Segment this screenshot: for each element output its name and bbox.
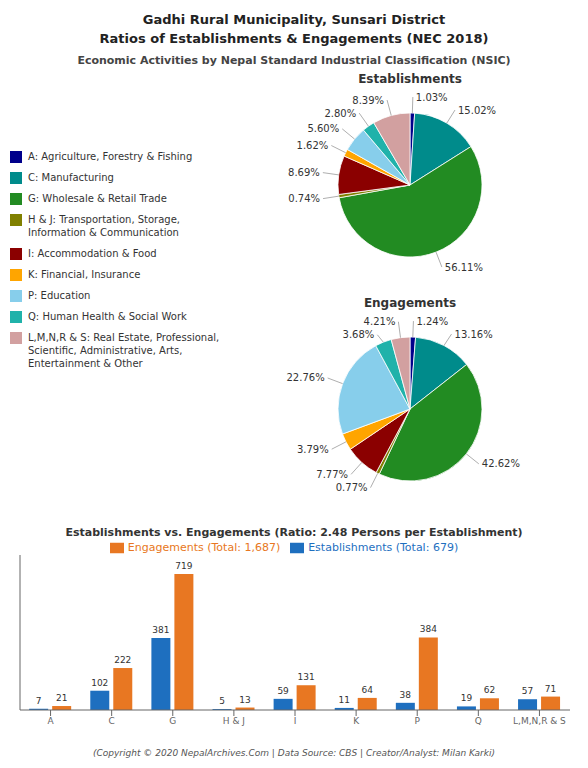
svg-text:59: 59 [277, 686, 289, 696]
svg-text:K: K [353, 716, 360, 726]
html-text:Establishments: Establishments [358, 72, 462, 86]
svg-text:42.62%: 42.62% [482, 458, 520, 469]
svg-text:13.16%: 13.16% [455, 329, 493, 340]
svg-text:11: 11 [338, 695, 349, 705]
svg-text:Q: Q [475, 716, 482, 726]
html-text:A: Agriculture, Forestry & Fis: A: Agriculture, Forestry & Fishing [28, 151, 193, 162]
html-text:Gadhi Rural Municipality, Suns: Gadhi Rural Municipality, Sunsari Distri… [142, 12, 446, 27]
html-text:Establishments (Total: 679): Establishments (Total: 679) [308, 541, 459, 554]
svg-text:8.39%: 8.39% [352, 95, 384, 106]
svg-text:15.02%: 15.02% [458, 105, 496, 116]
html-text:Economic Activities by Nepal S: Economic Activities by Nepal Standard In… [77, 54, 511, 67]
svg-text:71: 71 [545, 684, 556, 694]
svg-text:57: 57 [522, 686, 533, 696]
svg-text:8.69%: 8.69% [288, 167, 320, 178]
svg-text:4.21%: 4.21% [364, 316, 396, 327]
svg-text:1.03%: 1.03% [416, 92, 448, 103]
svg-text:3.79%: 3.79% [297, 444, 329, 455]
svg-text:7: 7 [36, 696, 42, 706]
html-text:I: Accommodation & Food: I: Accommodation & Food [28, 248, 157, 259]
svg-text:P: P [415, 716, 421, 726]
html-text:P: Education: P: Education [28, 290, 91, 301]
svg-text:1.24%: 1.24% [416, 316, 448, 327]
svg-text:381: 381 [152, 625, 169, 635]
svg-text:19: 19 [461, 693, 473, 703]
html-text:(Copyright © 2020 NepalArchive: (Copyright © 2020 NepalArchives.Com | Da… [93, 748, 495, 758]
svg-text:G: G [169, 716, 176, 726]
svg-text:C: C [109, 716, 115, 726]
html-text:L,M,N,R & S: Real Estate, Prof: L,M,N,R & S: Real Estate, Professional, [28, 332, 220, 343]
svg-text:5.60%: 5.60% [307, 123, 339, 134]
html-text:K: Financial, Insurance: K: Financial, Insurance [28, 269, 141, 280]
svg-text:102: 102 [91, 678, 108, 688]
html-text:Establishments vs. Engagements: Establishments vs. Engagements (Ratio: 2… [65, 526, 523, 539]
svg-text:719: 719 [175, 561, 192, 571]
svg-text:1.62%: 1.62% [297, 140, 329, 151]
html-text:Entertainment & Other: Entertainment & Other [28, 358, 143, 369]
html-text:Scientific, Administrative, Ar: Scientific, Administrative, Arts, [28, 345, 183, 356]
svg-text:0.77%: 0.77% [336, 482, 368, 493]
svg-text:56.11%: 56.11% [445, 262, 483, 273]
svg-text:38: 38 [400, 690, 412, 700]
svg-text:62: 62 [484, 685, 495, 695]
svg-text:222: 222 [114, 655, 131, 665]
svg-text:13: 13 [239, 695, 250, 705]
svg-text:7.77%: 7.77% [316, 469, 348, 480]
svg-text:131: 131 [298, 672, 315, 682]
html-text:Information & Communication: Information & Communication [28, 227, 179, 238]
svg-text:64: 64 [361, 685, 373, 695]
svg-text:H & J: H & J [223, 716, 245, 726]
html-text:G: Wholesale & Retail Trade: G: Wholesale & Retail Trade [28, 193, 167, 204]
html-text:Engagements: Engagements [363, 296, 457, 310]
html-text:H & J: Transportation, Storage: H & J: Transportation, Storage, [28, 214, 180, 225]
svg-text:3.68%: 3.68% [343, 329, 375, 340]
svg-text:L,M,N,R & S: L,M,N,R & S [513, 716, 566, 726]
svg-text:I: I [294, 716, 297, 726]
svg-text:5: 5 [219, 696, 225, 706]
html-text:Ratios of Establishments & Eng: Ratios of Establishments & Engagements (… [99, 31, 489, 46]
svg-text:22.76%: 22.76% [287, 372, 325, 383]
svg-text:0.74%: 0.74% [288, 193, 320, 204]
html-text:Q: Human Health & Social Work: Q: Human Health & Social Work [28, 311, 187, 322]
svg-text:A: A [47, 716, 54, 726]
html-text:C: Manufacturing: C: Manufacturing [28, 172, 114, 183]
svg-text:384: 384 [420, 624, 437, 634]
html-text:Engagements (Total: 1,687): Engagements (Total: 1,687) [127, 541, 281, 554]
svg-text:21: 21 [56, 693, 67, 703]
svg-text:2.80%: 2.80% [324, 108, 356, 119]
